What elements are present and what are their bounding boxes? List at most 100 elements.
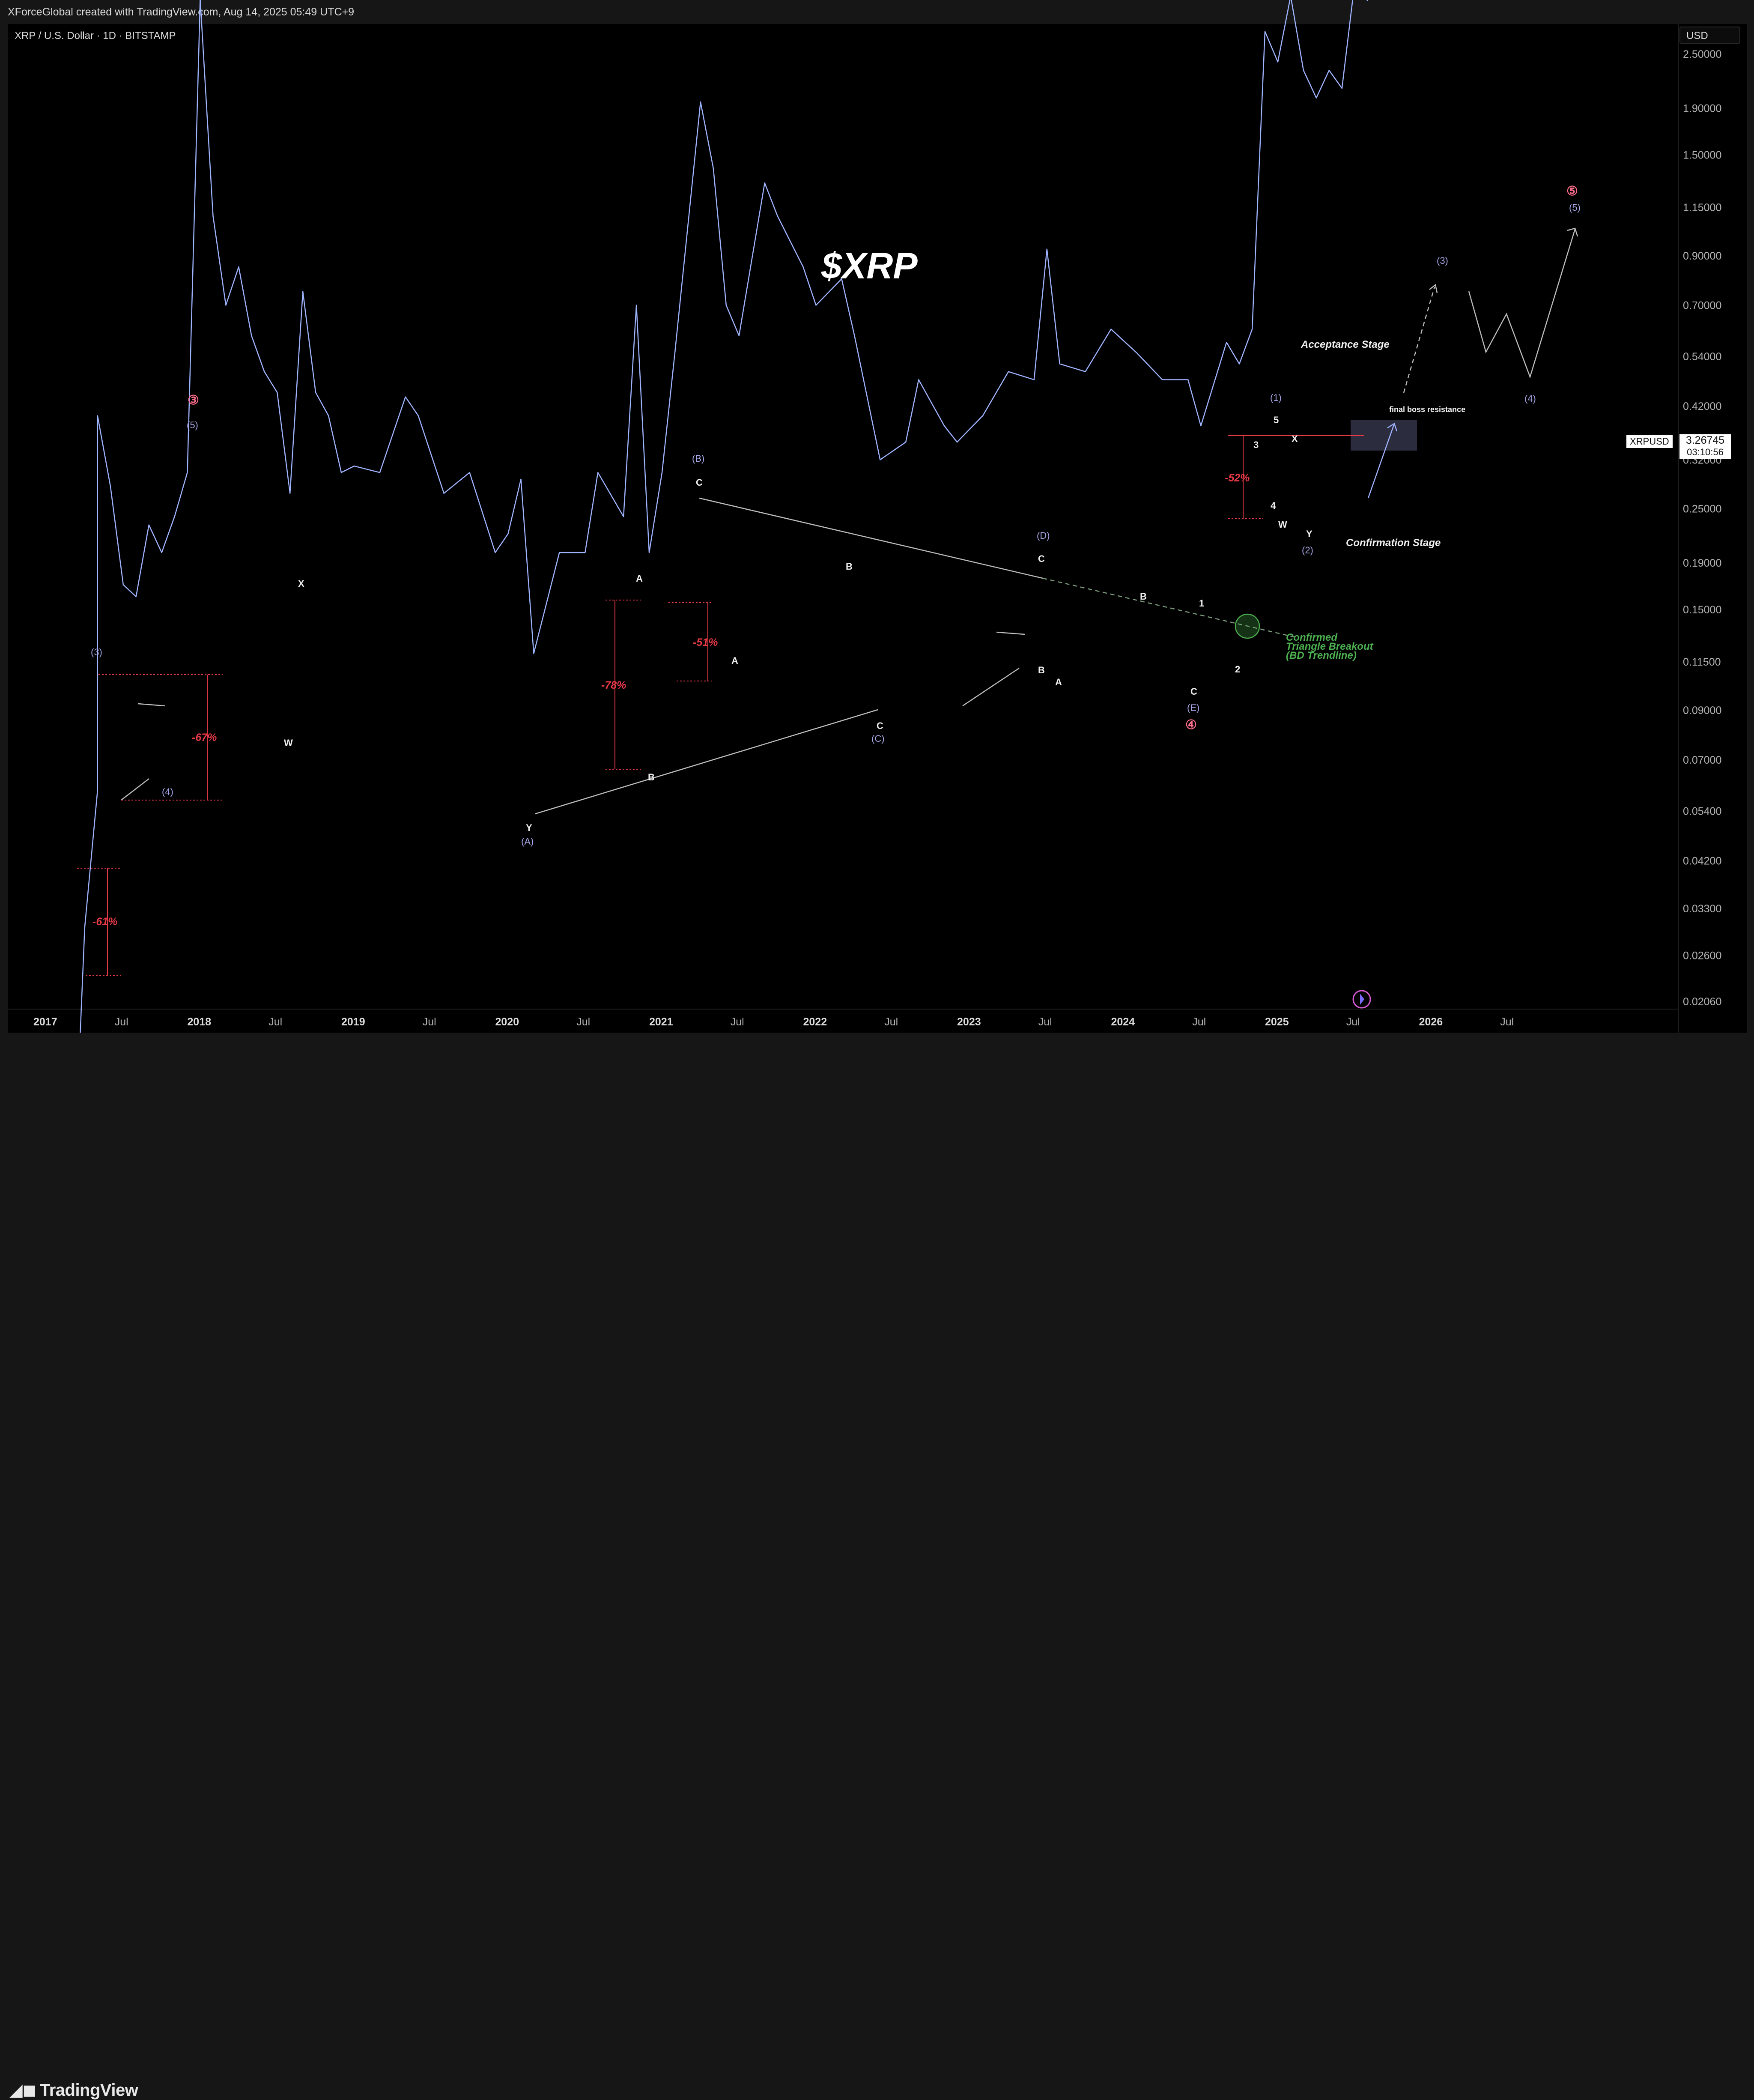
wave-label: 5 xyxy=(1274,415,1279,425)
wave-label: C xyxy=(696,477,703,488)
price-tick-label: 1.90000 xyxy=(1683,102,1721,114)
ticker-tag: XRPUSD xyxy=(1626,435,1673,448)
time-tick-label: Jul xyxy=(1038,1016,1052,1028)
wave-label: ④ xyxy=(1185,718,1197,732)
wave-label: ③ xyxy=(188,393,199,407)
wave-label: -67% xyxy=(192,732,217,744)
wave-label: C xyxy=(1190,686,1197,697)
time-tick-label: 2020 xyxy=(495,1016,519,1028)
symbol-label[interactable]: XRP / U.S. Dollar · 1D · BITSTAMP xyxy=(15,30,176,42)
wave-label: (3) xyxy=(91,647,102,657)
time-tick-label: 2026 xyxy=(1419,1016,1443,1028)
time-tick-label: 2018 xyxy=(188,1016,212,1028)
wave-labels: (3) (4) ③ (5) X W A -78% B Y (A) (B) C -… xyxy=(91,184,1581,928)
wave-label: A xyxy=(1055,677,1062,687)
wave-label: (3) xyxy=(1437,255,1448,266)
price-tick-label: 0.19000 xyxy=(1683,557,1721,569)
time-tick-label: Jul xyxy=(576,1016,590,1028)
chart-pane[interactable] xyxy=(8,24,1678,1033)
acceptance-path-dashed xyxy=(1403,287,1435,393)
trendlines xyxy=(121,497,1043,815)
attribution-bar: XForceGlobal created with TradingView.co… xyxy=(0,0,1754,24)
wave-label: C xyxy=(1038,553,1045,564)
wave-label: ⑤ xyxy=(1566,184,1578,198)
wave-label: Y xyxy=(526,822,532,833)
wave-label: W xyxy=(284,738,293,748)
retrace-boxes xyxy=(77,435,1364,976)
triangle-upper-trendline xyxy=(699,497,1043,579)
wave-label: B xyxy=(1140,591,1147,602)
wave-label: (D) xyxy=(1037,530,1050,541)
tradingview-logo[interactable]: ◢◼ TradingView xyxy=(9,2080,138,2100)
time-tick-label: 2024 xyxy=(1111,1016,1135,1028)
wave-label: A xyxy=(636,573,643,584)
price-tick-label: 0.04200 xyxy=(1683,855,1721,867)
confirmation-arrow-head xyxy=(1387,423,1398,432)
triangle-small-2017-lower xyxy=(121,778,149,801)
acceptance-arrow-head xyxy=(1429,284,1438,293)
confirmation-stage-label: Confirmation Stage xyxy=(1346,537,1441,549)
bar-countdown: 03:10:56 xyxy=(1687,447,1724,457)
price-tick-label: 0.15000 xyxy=(1683,604,1721,616)
triangle-small-2023-lower xyxy=(962,667,1020,707)
wave-label: X xyxy=(1292,433,1298,444)
triangle-small-2023-upper xyxy=(996,631,1025,635)
wave-label: (2) xyxy=(1302,545,1313,556)
wave-label: -51% xyxy=(693,636,718,648)
wave-label: 4 xyxy=(1271,500,1276,511)
brand-text: TradingView xyxy=(39,2081,138,2100)
price-tick-label: 2.50000 xyxy=(1683,48,1721,60)
price-axis[interactable] xyxy=(1678,24,1747,1033)
time-tick-label: Jul xyxy=(1500,1016,1514,1028)
price-tick-label: 1.50000 xyxy=(1683,149,1721,161)
wave-label: B xyxy=(1038,665,1045,675)
wave-label: (A) xyxy=(521,836,534,847)
attribution-text: XForceGlobal created with TradingView.co… xyxy=(8,6,355,18)
last-price: 3.26745 xyxy=(1685,434,1725,446)
wave-label: (5) xyxy=(1569,202,1581,213)
acceptance-stage-label: Acceptance Stage xyxy=(1301,339,1390,350)
time-axis-ticks: 2017 Jul 2018 Jul 2019 Jul 2020 Jul 2021 Jul 2022 J… xyxy=(33,1016,1514,1028)
time-tick-label: Jul xyxy=(731,1016,744,1028)
time-tick-label: Jul xyxy=(1192,1016,1206,1028)
price-tick-label: 0.90000 xyxy=(1683,250,1721,262)
price-tick-label: 0.02600 xyxy=(1683,950,1721,962)
breakout-trendline-dashed xyxy=(1042,577,1298,639)
time-tick-label: Jul xyxy=(884,1016,898,1028)
time-tick-label: Jul xyxy=(268,1016,282,1028)
price-series-line xyxy=(78,0,1368,1084)
currency-selector[interactable]: USD xyxy=(1679,27,1740,44)
wave-label: Y xyxy=(1306,529,1313,539)
breakout-label-1: Confirmed xyxy=(1286,632,1338,643)
wave-label: 3 xyxy=(1253,439,1259,450)
footer: ◢◼ TradingView xyxy=(0,1033,1754,2100)
price-tick-label: 0.07000 xyxy=(1683,754,1721,766)
confirmation-path xyxy=(1367,424,1395,499)
wave-label: (1) xyxy=(1270,392,1282,403)
time-tick-label: Jul xyxy=(115,1016,128,1028)
wave-label: 2 xyxy=(1235,664,1240,675)
wave-label: (B) xyxy=(692,453,704,464)
time-tick-label: 2017 xyxy=(33,1016,57,1028)
projection-path xyxy=(1468,229,1576,379)
wave-label: (5) xyxy=(187,420,198,430)
wave-label: -52% xyxy=(1225,472,1250,484)
replay-icon xyxy=(1352,990,1371,1009)
price-tick-label: 0.11500 xyxy=(1683,656,1721,668)
wave-label: -78% xyxy=(601,679,626,691)
wave-label: B xyxy=(846,561,853,572)
chart-title: $XRP xyxy=(821,245,918,287)
time-tick-label: 2019 xyxy=(341,1016,365,1028)
wave-label: B xyxy=(648,772,655,783)
wave-label: X xyxy=(298,578,304,589)
chart-svg: 108.0000084.0000066.5000052.5000040.5000… xyxy=(33,0,1721,1084)
triangle-small-2017-upper xyxy=(137,703,165,707)
wave-label: A xyxy=(731,655,738,666)
wave-label: W xyxy=(1278,519,1287,530)
price-tick-label: 0.09000 xyxy=(1683,705,1721,717)
breakout-label-3: (BD Trendline) xyxy=(1286,650,1357,661)
price-tick-label: 1.15000 xyxy=(1683,202,1721,214)
time-axis[interactable] xyxy=(8,1009,1678,1034)
breakout-label-2: Triangle Breakout xyxy=(1286,641,1374,652)
price-tick-label: 0.02060 xyxy=(1683,996,1721,1008)
